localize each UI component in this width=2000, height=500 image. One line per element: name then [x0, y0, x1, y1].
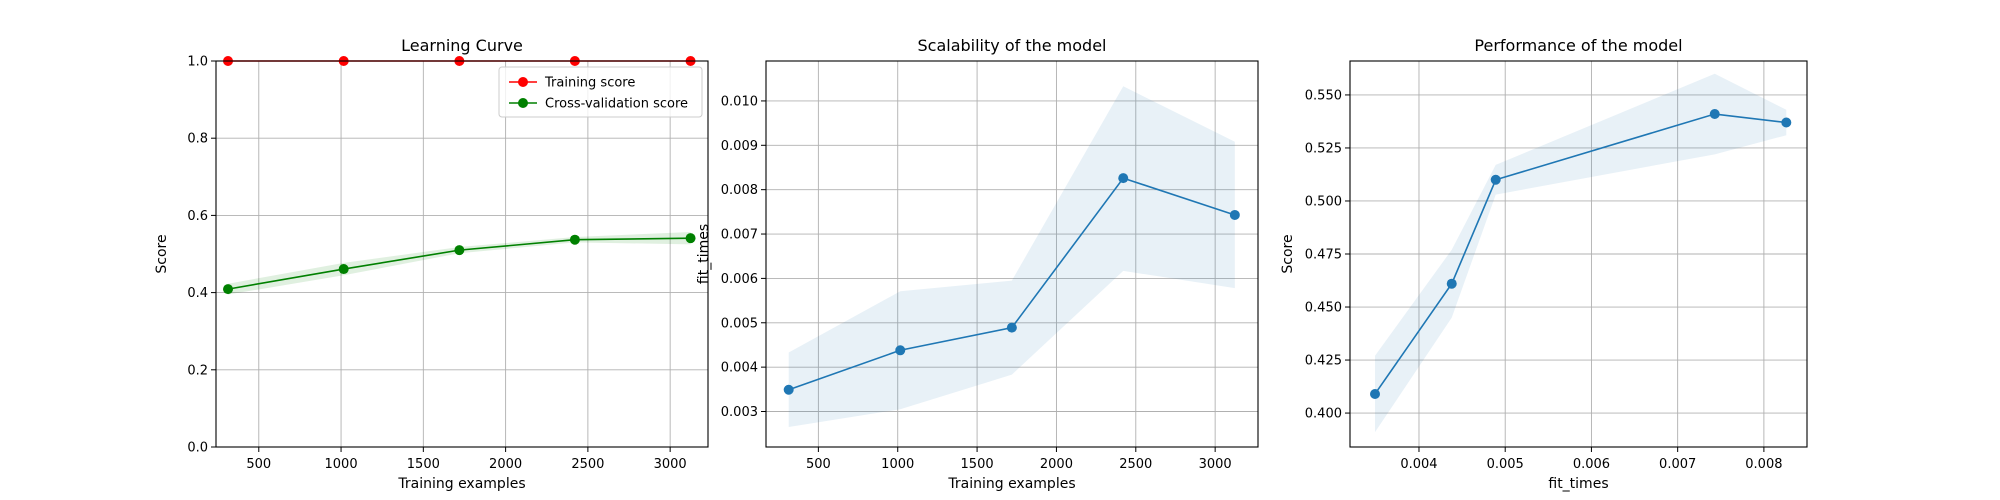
- x-tick-label: 0.008: [1745, 457, 1782, 472]
- series-1-point: [1781, 117, 1792, 128]
- y-tick-label: 0.425: [1305, 354, 1342, 369]
- x-tick-label: 2000: [489, 457, 522, 472]
- y-tick-label: 0.450: [1305, 301, 1342, 316]
- x-tick-label: 1500: [407, 457, 440, 472]
- y-tick-label: 0.525: [1305, 141, 1342, 156]
- y-tick-label: 0.8: [187, 132, 208, 147]
- plot-frame: [215, 60, 709, 448]
- series-2-point: [569, 234, 580, 245]
- x-tick-label: 1500: [961, 457, 994, 472]
- series-1-point: [1229, 209, 1240, 220]
- y-tick-label: 0.007: [721, 228, 758, 243]
- chart-panel-3: 0.004 0.005 0.006 0.007 0.008 0.400 0.425 0.450…: [1280, 36, 1808, 492]
- series-2-band: [228, 231, 691, 295]
- chart-title: Scalability of the model: [918, 36, 1107, 55]
- x-axis-label: Training examples: [947, 476, 1075, 492]
- series-2-point: [685, 233, 696, 244]
- legend-box: [498, 66, 703, 118]
- chart-title: Performance of the model: [1474, 36, 1682, 55]
- y-tick-label: 0.4: [187, 286, 208, 301]
- x-tick-label: 0.004: [1400, 457, 1437, 472]
- legend-swatch-marker: [518, 77, 528, 87]
- x-axis-label: fit_times: [1548, 476, 1608, 492]
- y-tick-label: 0.0: [187, 441, 208, 456]
- legend-label: Training score: [544, 76, 635, 91]
- chart-panel-2: 500 1000 1500 2000 2500 3000 0.003 0.004 0.005 0.…: [696, 36, 1259, 492]
- y-tick-label: 0.475: [1305, 248, 1342, 263]
- x-tick-label: 0.005: [1487, 457, 1524, 472]
- series-2-point: [223, 284, 234, 295]
- y-axis-label: fit_times: [696, 224, 712, 284]
- x-tick-label: 2500: [1119, 457, 1152, 472]
- series-1-point: [783, 384, 794, 395]
- x-tick-label: 0.007: [1659, 457, 1696, 472]
- chart-title: Learning Curve: [401, 36, 523, 55]
- series-1-point: [1370, 388, 1381, 399]
- legend-swatch-marker: [518, 98, 528, 108]
- y-tick-label: 0.005: [721, 316, 758, 331]
- series-1-point: [1490, 174, 1501, 185]
- series-1-point: [1118, 173, 1129, 184]
- legend: Training score Cross-validation score: [498, 66, 703, 118]
- series-1-point: [1006, 322, 1017, 333]
- y-tick-label: 0.009: [721, 139, 758, 154]
- y-tick-label: 0.003: [721, 405, 758, 420]
- series-1-point: [1446, 278, 1457, 289]
- series-1-band: [788, 86, 1235, 428]
- x-tick-label: 0.006: [1573, 457, 1610, 472]
- y-tick-label: 0.6: [187, 209, 208, 224]
- x-tick-label: 1000: [325, 457, 358, 472]
- x-tick-label: 3000: [654, 457, 687, 472]
- y-axis-label: Score: [1280, 234, 1296, 273]
- x-tick-label: 2500: [571, 457, 604, 472]
- y-tick-label: 0.550: [1305, 88, 1342, 103]
- x-tick-label: 1000: [881, 457, 914, 472]
- series-1-point: [1709, 109, 1720, 120]
- x-tick-label: 3000: [1199, 457, 1232, 472]
- series-2-point: [338, 264, 349, 275]
- y-tick-label: 0.006: [721, 272, 758, 287]
- legend-label: Cross-validation score: [545, 97, 688, 112]
- x-tick-label: 500: [246, 457, 271, 472]
- series-1-point: [895, 345, 906, 356]
- chart-panel-1: 500 1000 1500 2000 2500 3000 0.0 0.2 0.4 0.6 0.8 1.…: [154, 36, 709, 492]
- y-tick-label: 0.004: [721, 361, 758, 376]
- y-tick-label: 0.400: [1305, 407, 1342, 422]
- series-1-band: [1375, 73, 1787, 433]
- y-axis-label: Score: [154, 234, 170, 273]
- series-2-point: [454, 245, 465, 256]
- x-tick-label: 2000: [1040, 457, 1073, 472]
- plot-frame: [765, 60, 1259, 448]
- x-tick-label: 500: [806, 457, 831, 472]
- y-tick-label: 0.008: [721, 183, 758, 198]
- y-tick-label: 1.0: [187, 55, 208, 70]
- y-tick-label: 0.2: [187, 363, 208, 378]
- y-tick-label: 0.500: [1305, 194, 1342, 209]
- y-tick-label: 0.010: [721, 94, 758, 109]
- x-axis-label: Training examples: [397, 476, 525, 492]
